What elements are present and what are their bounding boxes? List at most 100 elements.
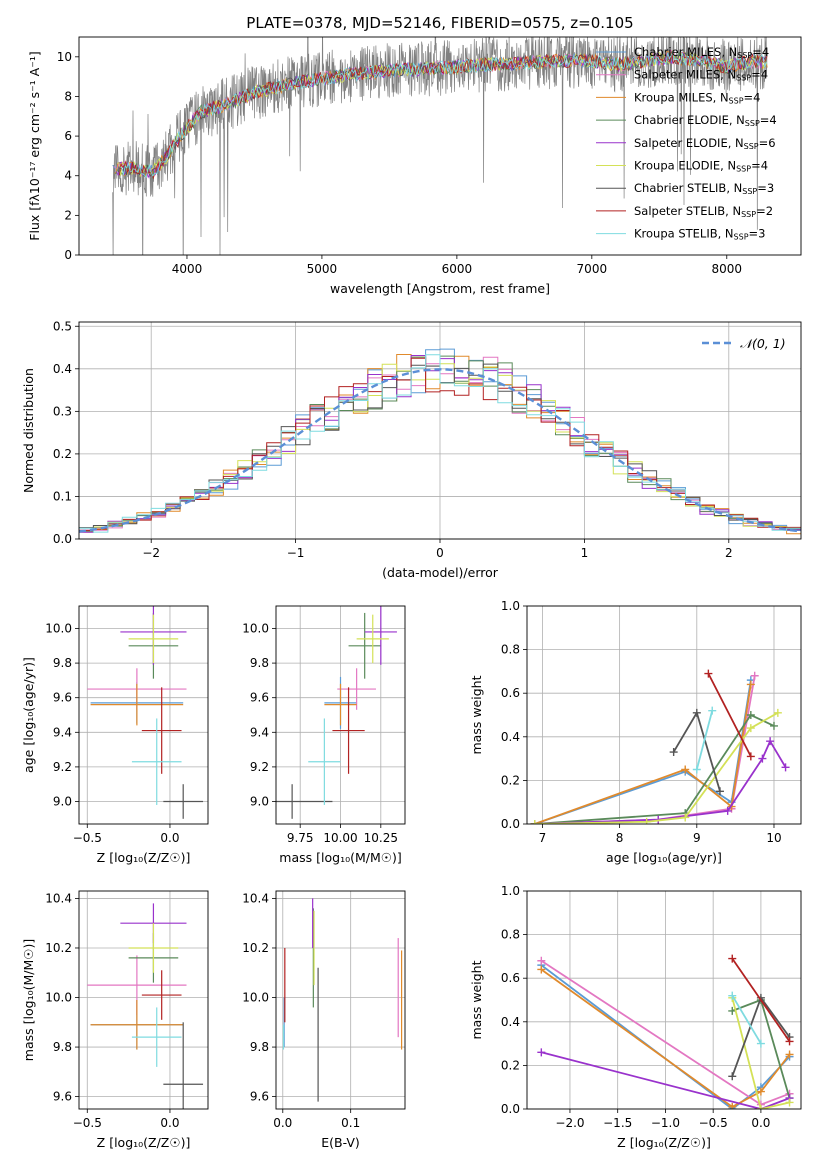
- x-tick-label: −1.0: [651, 1116, 680, 1130]
- x-tick-label: −2: [142, 546, 160, 560]
- y-tick-label: 6: [64, 129, 72, 143]
- weight-marker-kroupa_elodie: [530, 820, 539, 824]
- weight-marker-kroupa_miles: [785, 1050, 794, 1059]
- x-tick-label: 7: [539, 831, 547, 845]
- y-tick-label: 0.2: [501, 773, 520, 787]
- legend-label: Kroupa MILES, NSSP=4: [634, 90, 760, 105]
- y-tick-label: 0.4: [501, 1015, 520, 1029]
- y-axis-label: Normed distribution: [21, 368, 36, 493]
- model-line-kroupa_stelib: [120, 50, 767, 179]
- weight-marker-kroupa_stelib: [692, 765, 701, 774]
- weight-line-kroupa_miles: [534, 684, 752, 824]
- y-tick-label: 4: [64, 169, 72, 183]
- y-axis-label: Flux [fλ10⁻¹⁷ erg cm⁻² s⁻¹ A⁻¹]: [27, 51, 42, 240]
- y-tick-label: 9.6: [53, 691, 72, 705]
- y-tick-label: 10.0: [242, 621, 269, 635]
- weight-line-kroupa_elodie: [731, 997, 790, 1109]
- axes-frame: [78, 605, 209, 825]
- legend-label: Chabrier MILES, NSSP=4: [634, 45, 769, 60]
- x-tick-label: 8: [616, 831, 624, 845]
- spectrum-data-line: [112, 37, 768, 255]
- axes-frame: [78, 890, 209, 1110]
- legend-label: 𝒩(0, 1): [740, 336, 786, 351]
- y-tick-label: 10: [57, 50, 72, 64]
- y-tick-label: 1.0: [501, 599, 520, 613]
- weight-marker-kroupa_elodie: [681, 813, 690, 822]
- x-tick-label: −0.5: [73, 1116, 102, 1130]
- panel-weight_vs_Z: −2.0 −1.5 −1.0 −0.5 0.0 0.0 0.2 0.4 0.6 0.8 1.0 Z […: [469, 884, 802, 1150]
- y-tick-label: 0.1: [53, 489, 72, 503]
- weight-line-kroupa_stelib: [731, 995, 762, 1045]
- y-tick-label: 0: [64, 248, 72, 262]
- weight-marker-kroupa_miles: [756, 1087, 765, 1096]
- x-axis-label: E(B-V): [321, 1135, 360, 1150]
- weight-marker-kroupa_elodie: [746, 724, 755, 733]
- y-tick-label: 9.8: [53, 656, 72, 670]
- x-tick-label: 5000: [307, 262, 338, 276]
- x-tick-label: 0.0: [160, 1116, 179, 1130]
- x-axis-label: (data-model)/error: [382, 565, 499, 580]
- weight-marker-salpeter_elodie: [758, 754, 767, 763]
- plot-area-mass_vs_ebv: [282, 898, 403, 1102]
- weight-marker-salpeter_miles: [537, 956, 546, 965]
- panel-age_vs_mass: 9.75 10.00 10.25 9.0 9.2 9.4 9.6 9.8 10.0 mass [l…: [242, 605, 406, 865]
- weight-line-salpeter_stelib: [707, 673, 752, 757]
- panel-age_vs_Z: −0.5 0.0 9.0 9.2 9.4 9.6 9.8 10.0 Z [log₁₀(Z/Z☉)…: [21, 605, 209, 865]
- weight-line-salpeter_elodie: [534, 739, 787, 824]
- panel-residuals: −2 −1 0 1 2 0.0 0.1 0.2 0.3 0.4 0.5 (data-model)/er…: [21, 319, 802, 580]
- plot-area-spectrum: [112, 37, 768, 255]
- x-tick-label: 9: [693, 831, 701, 845]
- legend-label: Kroupa STELIB, NSSP=3: [634, 227, 765, 242]
- y-tick-label: 0.4: [501, 730, 520, 744]
- x-tick-label: 0.0: [273, 1116, 292, 1130]
- y-tick-label: 9.0: [250, 795, 269, 809]
- x-axis-label: Z [log₁₀(Z/Z☉)]: [97, 1135, 191, 1150]
- weight-marker-salpeter_elodie: [537, 1048, 546, 1057]
- y-tick-label: 9.8: [53, 1040, 72, 1054]
- x-axis-label: wavelength [Angstrom, rest frame]: [330, 281, 550, 296]
- legend-label: Salpeter STELIB, NSSP=2: [634, 204, 773, 219]
- x-tick-label: 10.25: [364, 831, 398, 845]
- y-tick-label: 0.0: [501, 817, 520, 831]
- x-tick-label: 2: [725, 546, 733, 560]
- plot-area-residuals: [79, 348, 801, 535]
- weight-line-chabrier_miles: [534, 679, 752, 824]
- y-tick-label: 0.8: [501, 643, 520, 657]
- weight-marker-salpeter_stelib: [728, 954, 737, 963]
- x-tick-label: 10.00: [323, 831, 357, 845]
- x-tick-label: 0.1: [341, 1116, 360, 1130]
- y-tick-label: 2: [64, 208, 72, 222]
- plot-area-weight_vs_age: [530, 669, 790, 824]
- histogram-kroupa_miles: [79, 354, 801, 535]
- y-axis-label: age [log₁₀(age/yr)]: [21, 657, 36, 773]
- y-axis-label: mass [log₁₀(M/M☉)]: [21, 939, 36, 1061]
- panel-weight_vs_age: 7 8 9 10 0.0 0.2 0.4 0.6 0.8 1.0 age [log₁₀(age/yr…: [469, 599, 802, 865]
- weight-marker-salpeter_elodie: [766, 737, 775, 746]
- panel-mass_vs_ebv: 0.0 0.1 9.6 9.8 10.0 10.2 10.4 E(B-V): [242, 890, 406, 1150]
- panel-spectrum: 4000 5000 6000 7000 8000 0 2 4 6 8 10 wavelength [A…: [27, 36, 802, 296]
- x-axis-label: age [log₁₀(age/yr)]: [606, 850, 722, 865]
- x-tick-label: 0.0: [751, 1116, 770, 1130]
- plot-area-age_vs_Z: [87, 606, 204, 819]
- x-tick-label: −2.0: [555, 1116, 584, 1130]
- weight-marker-kroupa_miles: [728, 1102, 737, 1109]
- weight-marker-salpeter_stelib: [746, 752, 755, 761]
- weight-marker-kroupa_stelib: [708, 706, 717, 715]
- y-tick-label: 10.2: [45, 941, 72, 955]
- weight-marker-salpeter_miles: [750, 671, 759, 680]
- x-tick-label: 4000: [172, 262, 203, 276]
- weight-marker-salpeter_stelib: [704, 669, 713, 678]
- y-tick-label: 0.5: [53, 319, 72, 333]
- plot-area-age_vs_mass: [276, 606, 397, 819]
- y-axis-label: mass weight: [469, 960, 484, 1039]
- y-tick-label: 10.2: [242, 941, 269, 955]
- x-axis-label: Z [log₁₀(Z/Z☉)]: [97, 850, 191, 865]
- weight-line-kroupa_miles: [540, 968, 791, 1108]
- weight-marker-chabrier_elodie: [746, 711, 755, 719]
- weight-marker-kroupa_stelib: [728, 991, 737, 1000]
- weight-marker-chabrier_stelib: [728, 1072, 737, 1081]
- y-tick-label: 0.2: [53, 447, 72, 461]
- y-tick-label: 0.6: [501, 971, 520, 985]
- weight-marker-chabrier_elodie: [769, 721, 778, 730]
- y-tick-label: 9.8: [250, 1040, 269, 1054]
